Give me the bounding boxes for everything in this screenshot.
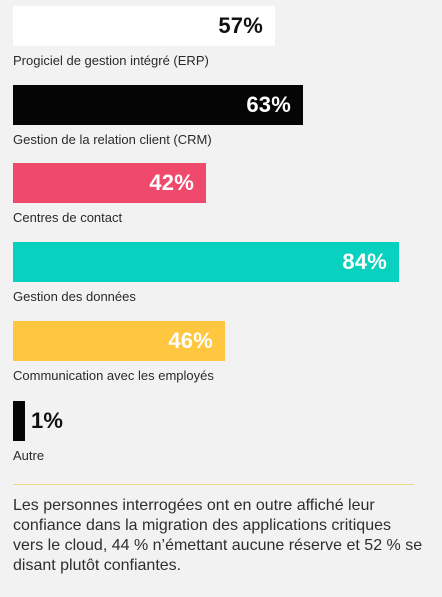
horizontal-bar-chart: 57% Progiciel de gestion intégré (ERP) 63%… (0, 6, 442, 471)
bar (13, 85, 303, 125)
bar-row: 84% Gestion des données (0, 242, 442, 312)
bar-value-label: 63% (246, 92, 291, 117)
bar (13, 401, 25, 441)
bar (13, 163, 206, 203)
bar-row: 46% Communication avec les employés (0, 321, 442, 391)
category-label: Communication avec les employés (13, 368, 214, 383)
category-label: Gestion des données (13, 289, 136, 304)
bar-row: 63% Gestion de la relation client (CRM) (0, 85, 442, 155)
bar-value-label: 1% (31, 408, 64, 433)
bar (13, 321, 225, 361)
category-label: Autre (13, 448, 45, 463)
category-label: Progiciel de gestion intégré (ERP) (13, 53, 209, 68)
bar (13, 242, 399, 282)
bar-value-label: 84% (342, 249, 387, 274)
summary-note: Les personnes interrogées ont en outre a… (13, 497, 423, 574)
bar-value-label: 46% (168, 328, 213, 353)
section-divider (13, 484, 414, 485)
bar-row: 42% Centres de contact (0, 163, 442, 233)
bar-value-label: 57% (218, 13, 263, 38)
bar-row: 1% Autre (0, 401, 442, 471)
bar (13, 6, 275, 46)
category-label: Gestion de la relation client (CRM) (13, 132, 212, 147)
bar-value-label: 42% (149, 170, 194, 195)
bar-row: 57% Progiciel de gestion intégré (ERP) (0, 6, 442, 76)
category-label: Centres de contact (13, 210, 123, 225)
